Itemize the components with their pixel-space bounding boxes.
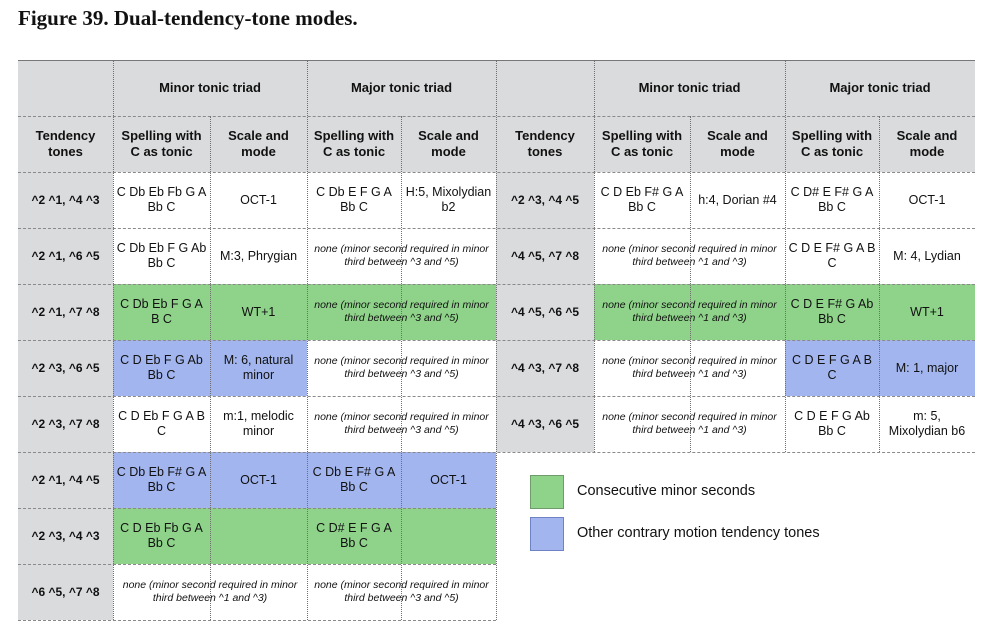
header-spelling: Spelling with C as tonic [307,116,401,172]
minor-mode-cell: h:4, Dorian #4 [690,172,785,228]
column-divider [210,116,211,620]
major-spelling-cell: C D E F G A B C [785,340,879,396]
column-divider [594,60,595,452]
major-mode-cell: m: 5, Mixolydian b6 [879,396,975,452]
major-spelling-cell: C D# E F G A Bb C [307,508,401,564]
major-spelling-cell: C Db E F# G A Bb C [307,452,401,508]
minor-spelling-cell: C D Eb F G A B C [113,396,210,452]
tendency-tones-cell: ^2 ^3, ^6 ^5 [18,340,113,396]
legend-swatch-blue [530,517,564,551]
minor-none-note: none (minor second required in minor thi… [594,228,785,284]
legend-label: Other contrary motion tendency tones [577,525,820,541]
major-spelling-cell: C D# E F# G A Bb C [785,172,879,228]
legend-swatch-green [530,475,564,509]
tendency-tones-cell: ^2 ^1, ^4 ^5 [18,452,113,508]
minor-none-note: none (minor second required in minor thi… [594,340,785,396]
column-divider [785,60,786,452]
tendency-tones-cell: ^2 ^1, ^4 ^3 [18,172,113,228]
column-divider [113,60,114,620]
tendency-tones-cell: ^4 ^3, ^7 ^8 [496,340,594,396]
header-spelling: Spelling with C as tonic [594,116,690,172]
header-spelling: Spelling with C as tonic [113,116,210,172]
minor-spelling-cell: C D Eb Fb G A Bb C [113,508,210,564]
minor-spelling-cell: C Db Eb F G A B C [113,284,210,340]
minor-spelling-cell: C D Eb F# G A Bb C [594,172,690,228]
column-divider [690,116,691,452]
figure-title: Figure 39. Dual-tendency-tone modes. [18,6,358,30]
major-mode-cell [401,508,496,564]
major-mode-cell: OCT-1 [401,452,496,508]
tendency-tones-cell: ^4 ^5, ^7 ^8 [496,228,594,284]
tendency-tones-cell: ^4 ^3, ^6 ^5 [496,396,594,452]
header-scale-mode: Scale and mode [690,116,785,172]
column-divider [307,60,308,620]
tendency-tones-cell: ^2 ^3, ^4 ^5 [496,172,594,228]
header-tendency-tones: Tendency tones [18,116,113,172]
major-mode-cell: M: 1, major [879,340,975,396]
minor-mode-cell: WT+1 [210,284,307,340]
minor-spelling-cell: C D Eb F G Ab Bb C [113,340,210,396]
major-spelling-cell: C D E F G Ab Bb C [785,396,879,452]
major-mode-cell: H:5, Mixolydian b2 [401,172,496,228]
header-scale-mode: Scale and mode [401,116,496,172]
tendency-tones-cell: ^2 ^3, ^4 ^3 [18,508,113,564]
minor-none-note: none (minor second required in minor thi… [594,396,785,452]
row-divider [18,620,496,621]
header-minor-tonic-triad: Minor tonic triad [113,60,307,116]
header-spelling: Spelling with C as tonic [785,116,879,172]
major-mode-cell: OCT-1 [879,172,975,228]
minor-spelling-cell: C Db Eb Fb G A Bb C [113,172,210,228]
column-divider [879,116,880,452]
row-divider [18,508,496,509]
major-spelling-cell: C Db E F G A Bb C [307,172,401,228]
tendency-tones-cell: ^2 ^1, ^6 ^5 [18,228,113,284]
minor-mode-cell [210,508,307,564]
minor-mode-cell: OCT-1 [210,172,307,228]
tendency-tones-cell: ^2 ^1, ^7 ^8 [18,284,113,340]
header-major-tonic-triad: Major tonic triad [307,60,496,116]
minor-none-note: none (minor second required in minor thi… [594,284,785,340]
header-blank-cell [496,60,594,116]
minor-mode-cell: M:3, Phrygian [210,228,307,284]
major-spelling-cell: C D E F# G A B C [785,228,879,284]
header-major-tonic-triad: Major tonic triad [785,60,975,116]
minor-mode-cell: m:1, melodic minor [210,396,307,452]
legend-label: Consecutive minor seconds [577,483,756,499]
minor-spelling-cell: C Db Eb F# G A Bb C [113,452,210,508]
header-minor-tonic-triad: Minor tonic triad [594,60,785,116]
minor-mode-cell: M: 6, natural minor [210,340,307,396]
major-spelling-cell: C D E F# G Ab Bb C [785,284,879,340]
major-mode-cell: M: 4, Lydian [879,228,975,284]
tendency-tones-cell: ^6 ^5, ^7 ^8 [18,564,113,620]
major-mode-cell: WT+1 [879,284,975,340]
tendency-tones-cell: ^4 ^5, ^6 ^5 [496,284,594,340]
column-divider [496,60,497,620]
header-scale-mode: Scale and mode [879,116,975,172]
header-tendency-tones: Tendency tones [496,116,594,172]
header-scale-mode: Scale and mode [210,116,307,172]
minor-mode-cell: OCT-1 [210,452,307,508]
column-divider [401,116,402,620]
minor-spelling-cell: C Db Eb F G Ab Bb C [113,228,210,284]
header-blank-cell [18,60,113,116]
tendency-tones-cell: ^2 ^3, ^7 ^8 [18,396,113,452]
row-divider [18,564,496,565]
